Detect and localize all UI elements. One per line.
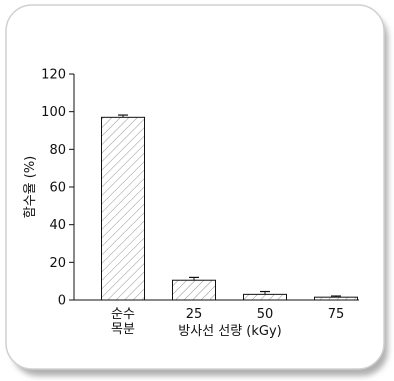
bars bbox=[101, 116, 358, 301]
y-tick-label: 120 bbox=[41, 68, 66, 83]
x-tick-label: 순수 bbox=[111, 307, 135, 322]
y-tick-label: 0 bbox=[58, 294, 66, 309]
y-tick-label: 80 bbox=[49, 143, 66, 158]
x-tick-label: 25 bbox=[186, 307, 203, 322]
y-ticks: 0 20 40 60 80 100 120 bbox=[41, 68, 74, 309]
y-tick-label: 100 bbox=[41, 105, 66, 120]
bar bbox=[172, 279, 216, 301]
bar bbox=[101, 116, 145, 301]
x-tick-label: 75 bbox=[328, 307, 345, 322]
x-tick-label: 50 bbox=[257, 307, 274, 322]
y-axis-label: 함수율 (%) bbox=[23, 156, 38, 219]
y-tick-label: 60 bbox=[49, 181, 66, 196]
bar bbox=[243, 293, 287, 301]
x-tick-label-line2: 목분 bbox=[111, 322, 135, 337]
y-tick-label: 40 bbox=[49, 218, 66, 233]
frame-panel bbox=[5, 4, 385, 370]
error-bars bbox=[118, 114, 341, 298]
x-axis-label: 방사선 선량 (kGy) bbox=[178, 324, 282, 339]
y-tick-label: 20 bbox=[49, 256, 66, 271]
